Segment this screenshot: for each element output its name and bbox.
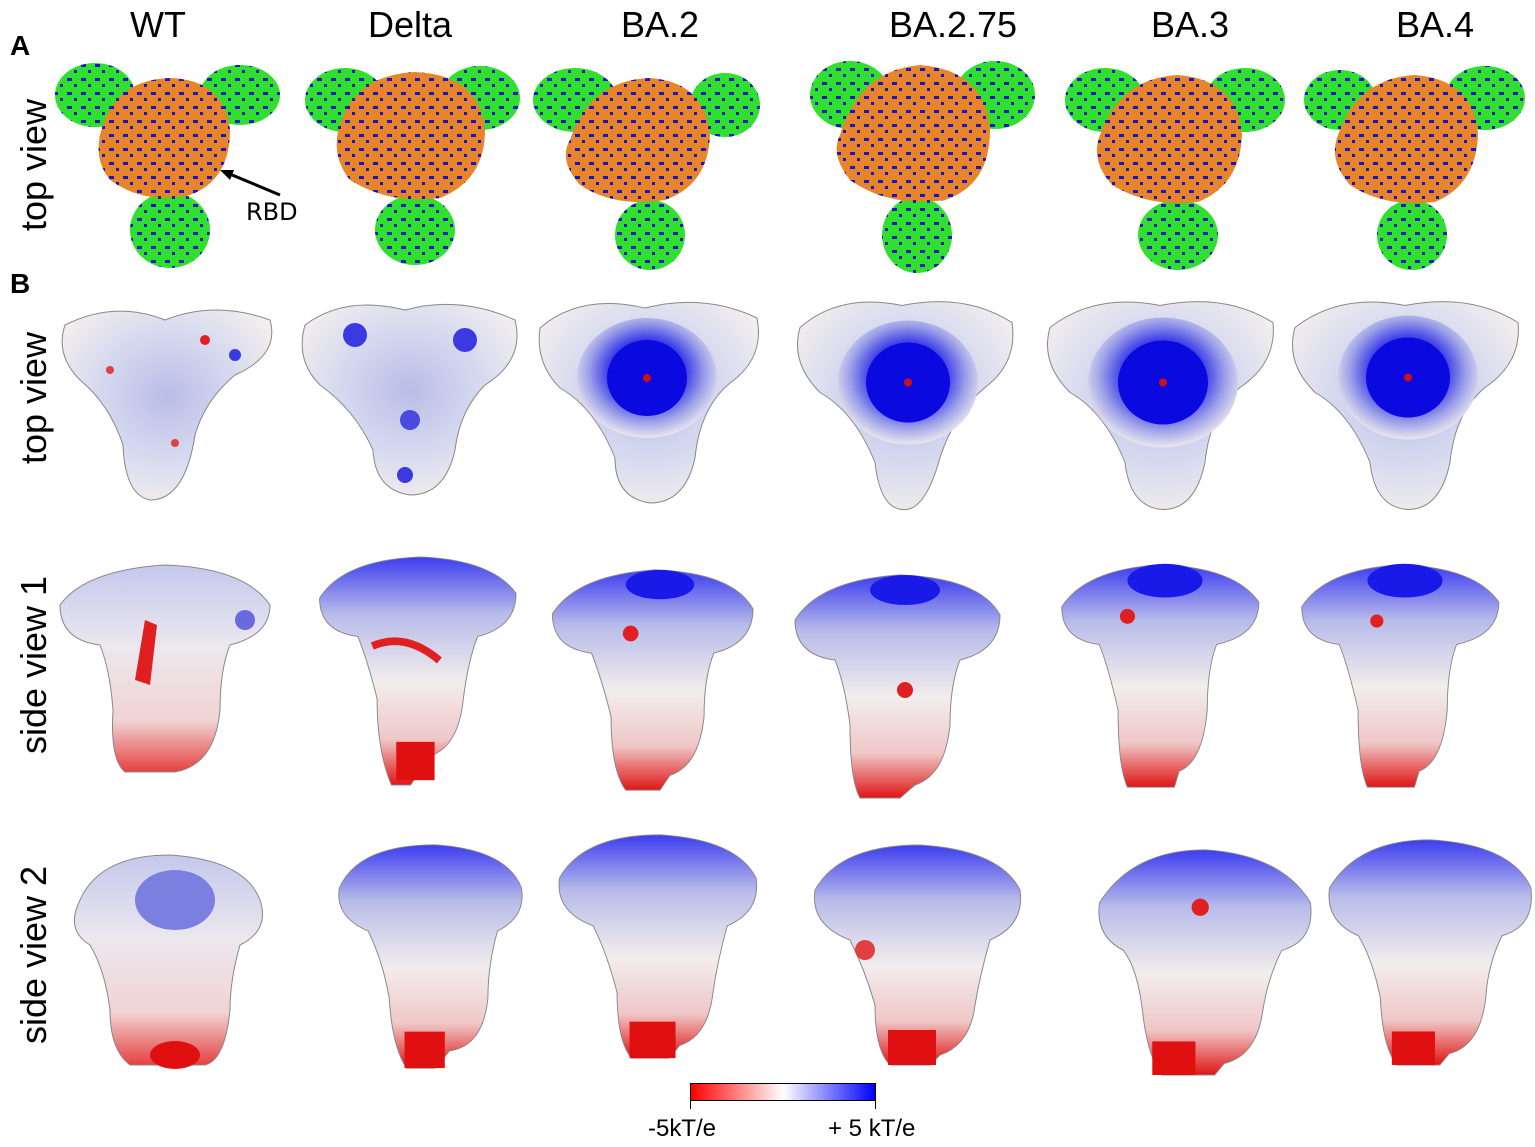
surface-top-ba4 — [1290, 290, 1520, 520]
structure-a-wt — [50, 60, 281, 290]
surface-side1-ba3 — [1050, 560, 1280, 790]
surface-side1-ba275 — [790, 570, 1020, 800]
structure-a-ba275 — [805, 50, 1035, 280]
green-lobes — [55, 63, 280, 268]
surface-top-delta — [295, 285, 525, 515]
surface-side1-ba2 — [545, 565, 775, 795]
row-label-top-view-a: top view — [13, 98, 54, 232]
panel-label-a: A — [10, 30, 31, 61]
colorbar-min-label: -5kT/e — [648, 1115, 717, 1142]
panel-label-b: B — [10, 268, 31, 299]
surface-side2-ba275 — [810, 840, 1040, 1070]
row-label-side-view-1: side view 1 — [13, 575, 54, 755]
structure-a-ba3 — [1060, 60, 1290, 290]
surface-top-ba3 — [1045, 290, 1275, 520]
colorbar-tick-min — [690, 1101, 691, 1109]
surface-top-wt — [55, 290, 285, 520]
structure-a-ba2 — [530, 60, 760, 290]
structure-a-delta — [300, 60, 530, 290]
surface-side1-wt — [55, 555, 285, 785]
colorbar-max-label: + 5 kT/e — [828, 1115, 916, 1142]
column-header-delta: Delta — [367, 4, 453, 45]
row-label-side-view-2: side view 2 — [13, 865, 54, 1045]
colorbar — [690, 1083, 876, 1101]
surface-side1-delta — [310, 555, 540, 786]
column-header-ba3: BA.3 — [1150, 4, 1230, 45]
colorbar-tick-max — [875, 1101, 876, 1109]
surface-side2-wt — [60, 845, 290, 1075]
rbd-annotation: RBD — [246, 198, 298, 226]
structure-a-ba4 — [1300, 60, 1530, 290]
surface-side2-ba4 — [1320, 835, 1535, 1066]
surface-side2-ba3 — [1090, 845, 1320, 1076]
surface-top-ba275 — [790, 290, 1020, 520]
surface-side2-ba2 — [550, 830, 780, 1060]
column-header-ba275: BA.2.75 — [888, 4, 1018, 45]
surface-side2-delta — [325, 840, 555, 1070]
column-header-wt: WT — [130, 4, 186, 45]
surface-top-ba2 — [535, 288, 765, 518]
row-label-top-view-b: top view — [13, 331, 54, 465]
surface-side1-ba4 — [1290, 560, 1520, 790]
column-header-ba4: BA.4 — [1395, 4, 1475, 45]
column-header-ba2: BA.2 — [620, 4, 700, 45]
